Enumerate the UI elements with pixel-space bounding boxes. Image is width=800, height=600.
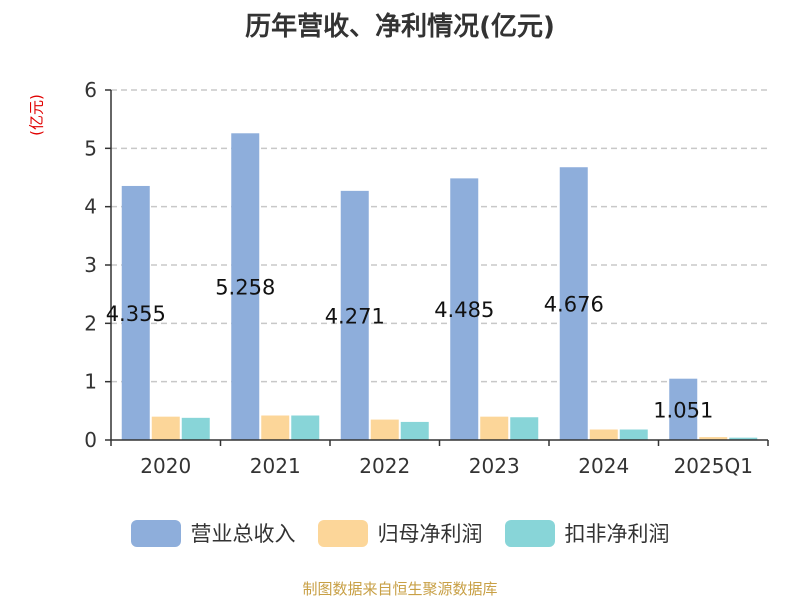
- legend-label-net-profit: 归母净利润: [377, 522, 483, 546]
- bar-1-3: [480, 416, 509, 440]
- legend-item-deducted-profit[interactable]: 扣非净利润: [504, 518, 670, 548]
- bar-2-1: [291, 415, 320, 440]
- source-note: 制图数据来自恒生聚源数据库: [302, 580, 498, 598]
- bar-0-2: [340, 190, 369, 440]
- y-tick-label: 3: [84, 253, 97, 277]
- bar-1-0: [151, 416, 180, 440]
- bar-0-3: [450, 178, 479, 440]
- bar-0-4: [559, 167, 588, 440]
- legend-swatch-revenue: [130, 519, 181, 547]
- x-tick-label: 2023: [469, 454, 520, 478]
- bar-2-3: [510, 417, 539, 440]
- bar-1-5: [699, 437, 728, 440]
- data-label: 4.271: [325, 304, 385, 328]
- x-tick-label: 2024: [578, 454, 629, 478]
- chart-title: 历年营收、净利情况(亿元): [245, 12, 555, 42]
- y-tick-label: 0: [84, 428, 97, 452]
- x-tick-label: 2022: [359, 454, 410, 478]
- data-label: 4.355: [106, 302, 166, 326]
- bar-2-2: [400, 421, 429, 440]
- bar-1-1: [261, 415, 290, 440]
- legend-swatch-deducted-profit: [504, 519, 555, 547]
- y-tick-label: 6: [84, 78, 97, 102]
- bar-2-5: [729, 437, 758, 440]
- bar-2-0: [181, 417, 210, 440]
- bar-0-0: [121, 185, 150, 440]
- legend-item-net-profit[interactable]: 归母净利润: [317, 518, 483, 548]
- data-label: 4.485: [434, 298, 494, 322]
- x-tick-label: 2021: [250, 454, 301, 478]
- data-label: 4.676: [544, 293, 604, 317]
- bar-0-1: [231, 133, 260, 441]
- legend: 营业总收入 归母净利润 扣非净利润: [0, 518, 800, 548]
- y-tick-label: 1: [84, 370, 97, 394]
- legend-label-deducted-profit: 扣非净利润: [564, 522, 670, 546]
- data-label: 1.051: [653, 398, 713, 422]
- legend-label-revenue: 营业总收入: [190, 522, 296, 546]
- legend-swatch-net-profit: [317, 519, 368, 547]
- data-label: 5.258: [215, 276, 275, 300]
- y-tick-label: 4: [84, 195, 97, 219]
- y-tick-label: 5: [84, 136, 97, 160]
- bar-1-4: [589, 429, 618, 440]
- bar-0-5: [669, 378, 698, 440]
- y-tick-label: 2: [84, 311, 97, 335]
- bar-1-2: [370, 419, 399, 440]
- bar-2-4: [619, 429, 648, 440]
- x-tick-label: 2025Q1: [674, 454, 753, 478]
- x-tick-label: 2020: [140, 454, 191, 478]
- legend-item-revenue[interactable]: 营业总收入: [130, 518, 296, 548]
